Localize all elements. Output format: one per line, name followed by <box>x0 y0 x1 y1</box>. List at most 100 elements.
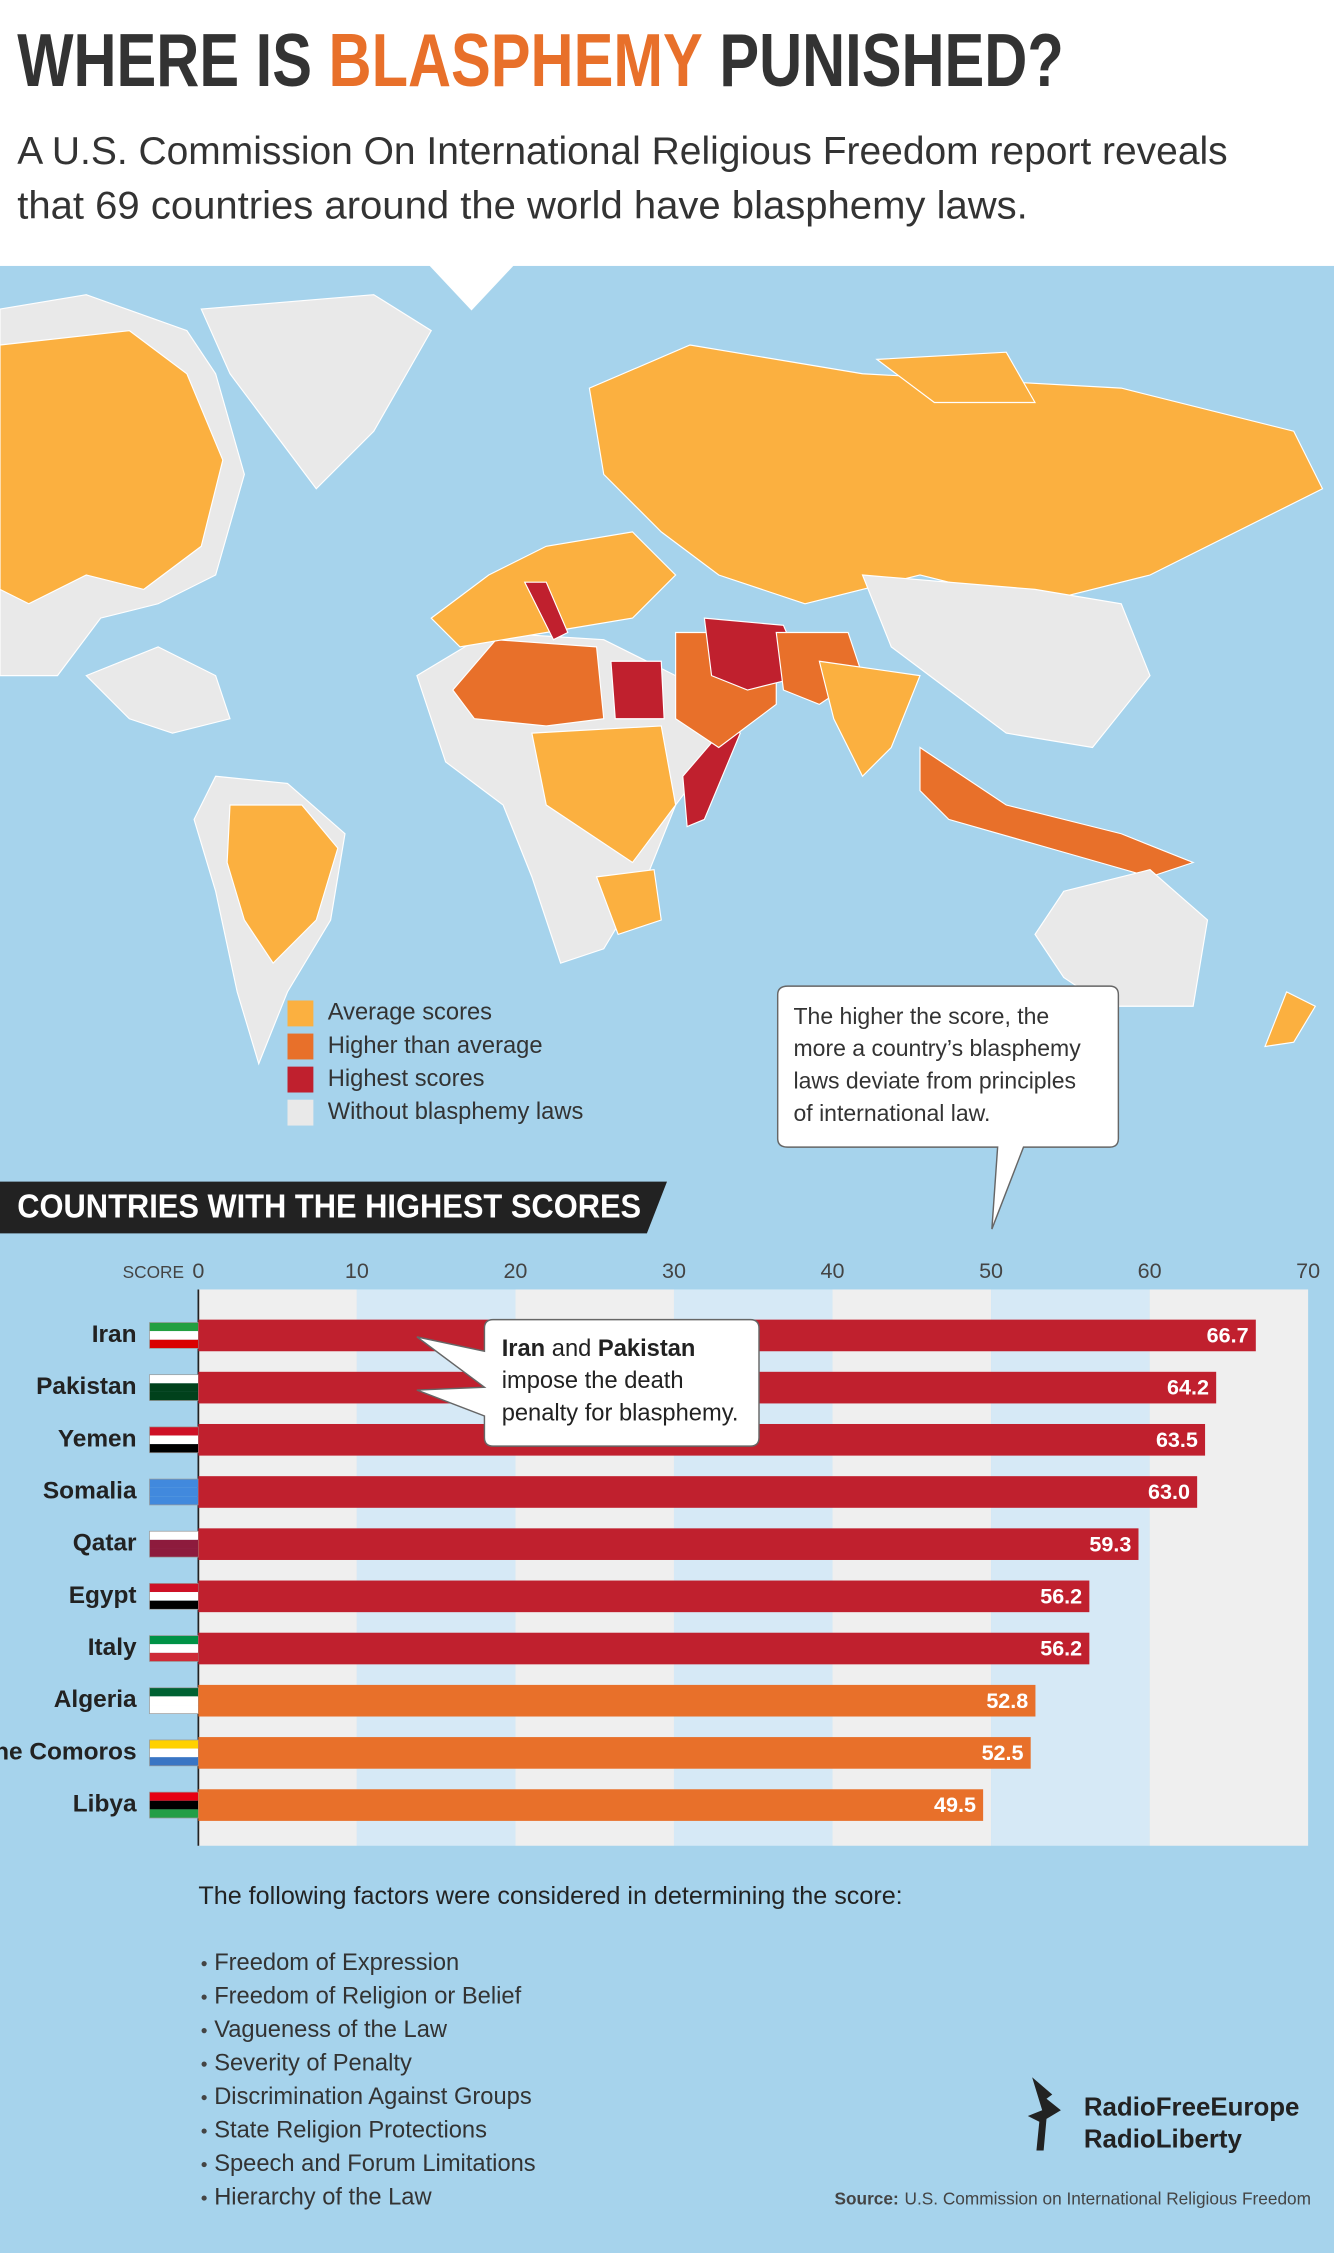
map-region <box>1034 869 1209 1007</box>
logo: RadioFreeEurope RadioLiberty <box>1027 2077 1300 2153</box>
value-label: 52.8 <box>986 1688 1028 1713</box>
x-tick-label: 60 <box>1138 1258 1162 1283</box>
factor-item: Hierarchy of the Law <box>214 2184 432 2210</box>
legend-label: Without blasphemy laws <box>328 1099 584 1125</box>
legend-swatch <box>287 1066 314 1093</box>
flag-stripe <box>149 1383 199 1392</box>
flag-stripe <box>149 1444 199 1453</box>
bar-chart: 0 10 20 30 40 50 60 70 Iran 66.7 Pakistan 64.2 Yemen… <box>0 1258 1320 1846</box>
flag-stripe <box>149 1531 199 1540</box>
value-label: 64.2 <box>1167 1375 1209 1400</box>
flag-stripe <box>149 1487 199 1497</box>
category-label: Egypt <box>69 1582 137 1609</box>
category-label: Algeria <box>54 1686 137 1713</box>
x-tick-label: 50 <box>979 1258 1003 1283</box>
world-map <box>0 294 1324 1066</box>
logo-text: RadioFreeEurope <box>1084 2094 1300 2122</box>
legend-swatch <box>287 1000 314 1027</box>
category-label: Qatar <box>73 1530 137 1557</box>
flag-stripe <box>149 1687 199 1697</box>
header-background <box>0 0 1334 266</box>
annotation-part: penalty for blasphemy. <box>502 1401 739 1427</box>
section-header-bg <box>0 1181 667 1234</box>
map-region <box>85 646 231 734</box>
value-label: 52.5 <box>982 1740 1024 1765</box>
flag-stripe <box>149 1339 199 1349</box>
category-label: The Comoros <box>0 1738 137 1765</box>
map-callout-line: The higher the score, the <box>794 1003 1050 1029</box>
annotation-part: impose the death <box>502 1368 684 1394</box>
category-label: Somalia <box>43 1477 137 1504</box>
title-part: PUNISHED? <box>703 18 1064 102</box>
flag-stripe <box>149 1652 199 1662</box>
legend-swatch <box>287 1099 314 1126</box>
legend-label: Highest scores <box>328 1066 485 1092</box>
map-callout: The higher the score, the more a country’… <box>794 1003 1082 1126</box>
map-legend: Average scores Higher than average Highest… <box>287 1000 584 1126</box>
flag-stripe <box>149 1748 199 1758</box>
map-region <box>818 660 921 778</box>
bar <box>198 1789 984 1821</box>
bullet <box>201 1994 207 2000</box>
flag-stripe <box>149 1539 199 1549</box>
flag-stripe <box>149 1644 199 1653</box>
x-tick-label: 20 <box>503 1258 527 1283</box>
map-region <box>226 804 339 965</box>
source-label: Source: <box>835 2188 899 2208</box>
x-tick-label: 0 <box>192 1258 204 1283</box>
bullet <box>201 1961 207 1967</box>
flag-stripe <box>149 1322 199 1332</box>
flag-stripe <box>149 1479 199 1488</box>
source-text: U.S. Commission on International Religio… <box>904 2188 1311 2208</box>
flag-stripe <box>149 1635 199 1645</box>
bullet <box>201 2061 207 2067</box>
subtitle: that 69 countries around the world have … <box>17 185 1028 228</box>
flag-stripe <box>149 1696 199 1706</box>
map-region <box>523 581 569 641</box>
x-tick-label: 30 <box>662 1258 686 1283</box>
map-callout-line: laws deviate from principles <box>794 1068 1077 1094</box>
bar <box>198 1580 1090 1613</box>
flag-stripe <box>149 1391 199 1401</box>
map-region <box>531 725 677 864</box>
value-label: 66.7 <box>1207 1323 1249 1348</box>
bar <box>198 1632 1090 1665</box>
annotation-part: Iran <box>502 1336 545 1362</box>
title-part: BLASPHEMY <box>329 18 703 102</box>
legend-swatch <box>287 1033 314 1060</box>
flag-stripe <box>149 1800 199 1810</box>
map-region <box>0 330 224 605</box>
bullet <box>201 2162 207 2168</box>
annotation-line: Iran and Pakistan <box>502 1336 696 1362</box>
value-label: 63.5 <box>1156 1427 1198 1452</box>
flag-stripe <box>149 1739 199 1749</box>
logo-icon <box>1027 2077 1061 2151</box>
bullet <box>201 2195 207 2201</box>
title-part: WHERE IS <box>17 18 328 102</box>
value-label: 56.2 <box>1040 1636 1082 1661</box>
flag-stripe <box>149 1592 199 1601</box>
header-pointer <box>428 264 515 311</box>
map-callout-box <box>776 985 1120 1230</box>
flag-stripe <box>149 1548 199 1558</box>
flag-stripe <box>149 1583 199 1593</box>
title: WHERE IS BLASPHEMY PUNISHED? <box>17 18 1064 102</box>
factor-item: Discrimination Against Groups <box>214 2084 532 2110</box>
subtitle: A U.S. Commission On International Relig… <box>17 130 1227 173</box>
category-label: Yemen <box>58 1425 137 1452</box>
annotation-line: impose the death <box>502 1368 684 1394</box>
bar <box>198 1528 1139 1560</box>
legend-label: Higher than average <box>328 1033 543 1059</box>
annotation-line: penalty for blasphemy. <box>502 1401 739 1427</box>
section-title: COUNTRIES WITH THE HIGHEST SCORES <box>17 1189 641 1226</box>
flag-stripe <box>149 1705 199 1714</box>
map-region <box>595 869 662 936</box>
x-tick-label: 10 <box>345 1258 369 1283</box>
flag-stripe <box>149 1792 199 1801</box>
flag-stripe <box>149 1426 199 1436</box>
x-axis-label: SCORE <box>123 1262 184 1282</box>
factor-item: Severity of Penalty <box>214 2050 412 2076</box>
